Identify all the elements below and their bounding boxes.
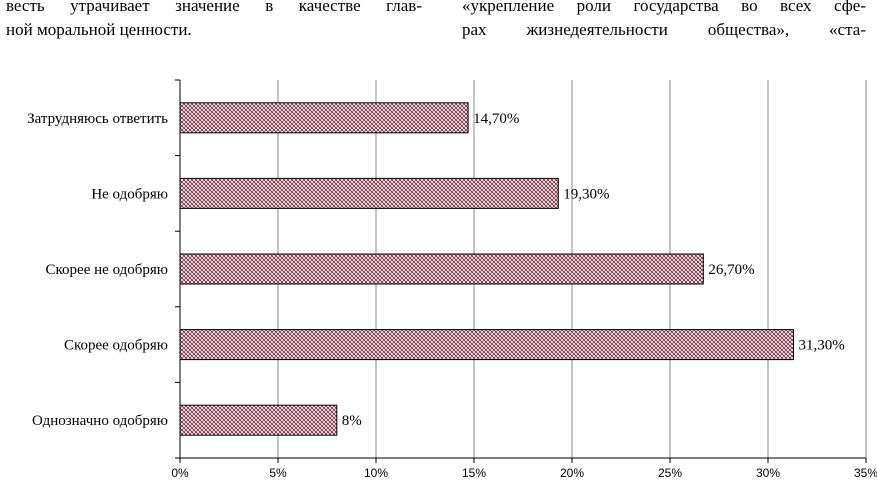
x-tick-label-5: 25% — [658, 466, 682, 480]
bar-1 — [179, 177, 559, 209]
x-tick-label-0: 0% — [171, 466, 189, 480]
left-text-line-2: ной моральной ценности. — [6, 20, 192, 39]
axis-layer: 0% 5% 10% 15% 20% 25% 30% 35% — [171, 79, 877, 480]
right-text-column: «укрепление роли государства во всех сфе… — [462, 0, 866, 42]
value-label-0: 14,70% — [473, 111, 519, 127]
right-text-line-2: рах жизнедеятельности общества», «ста- — [462, 20, 866, 39]
x-tick-label-1: 5% — [269, 466, 287, 480]
x-tick-label-7: 35% — [854, 466, 877, 480]
category-label-3: Скорее одобряю — [64, 338, 168, 354]
value-label-1: 19,30% — [563, 186, 609, 202]
right-text-line-1: «укрепление роли государства во всех сфе… — [462, 0, 866, 15]
label-layer: Затрудняюсь ответить 14,70% Не одобряю 19,3… — [27, 111, 845, 429]
category-label-0: Затрудняюсь ответить — [27, 111, 168, 127]
x-tick-label-3: 15% — [462, 466, 486, 480]
x-tick-label-2: 10% — [364, 466, 388, 480]
value-label-4: 8% — [342, 413, 362, 429]
category-label-2: Скорее не одобряю — [46, 262, 168, 278]
bar-0 — [179, 102, 469, 134]
left-text-line-1: весть утрачивает значение в качестве гла… — [6, 0, 422, 15]
x-tick-label-4: 20% — [560, 466, 584, 480]
bar-4 — [179, 404, 338, 436]
x-tick-label-6: 30% — [756, 466, 780, 480]
bar-layer — [179, 102, 794, 436]
bar-2 — [179, 253, 704, 285]
value-label-2: 26,70% — [708, 262, 754, 278]
left-text-column: весть утрачивает значение в качестве гла… — [6, 0, 422, 42]
bar-3 — [179, 329, 794, 361]
value-label-3: 31,30% — [798, 338, 844, 354]
category-label-1: Не одобряю — [91, 186, 168, 202]
category-label-4: Однозначно одобряю — [32, 413, 168, 429]
